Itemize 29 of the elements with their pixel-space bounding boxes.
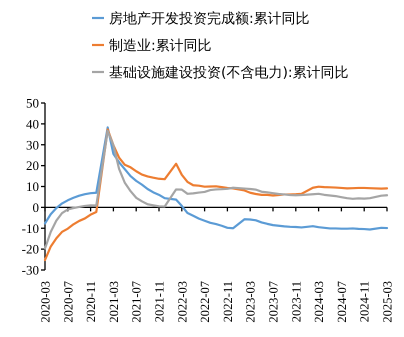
y-tick-label: 10	[26, 179, 39, 194]
y-tick-label: -10	[22, 220, 39, 236]
y-tick-label: 0	[32, 200, 39, 215]
x-tick-label: 2021-07	[130, 281, 144, 323]
x-tick-label: 2023-07	[266, 281, 280, 323]
x-tick-label: 2020-07	[61, 281, 76, 323]
x-tick-label: 2021-03	[106, 281, 121, 323]
legend-label: 房地产开发投资完成额:累计同比	[109, 11, 310, 27]
y-tick-label: 30	[26, 137, 39, 152]
x-tick-label: 2023-11	[289, 281, 304, 322]
y-tick-label: 50	[26, 96, 39, 110]
x-tick-label: 2023-03	[244, 281, 258, 323]
y-tick-label: -30	[22, 262, 39, 278]
x-tick-label: 2022-07	[198, 281, 212, 323]
x-tick-label: 2020-03	[38, 281, 52, 323]
x-tick-label: 2024-07	[334, 281, 349, 323]
x-tick-label: 2025-03	[380, 281, 394, 323]
line-series	[44, 126, 388, 231]
legend-label: 制造业:累计同比	[109, 38, 212, 54]
y-tick-label: 40	[26, 116, 39, 132]
y-tick-label: -20	[22, 242, 39, 257]
y-tick-label: 20	[26, 158, 39, 174]
x-tick-label: 2020-11	[84, 281, 98, 322]
x-tick-label: 2022-11	[220, 281, 235, 322]
x-tick-label: 2021-11	[152, 281, 166, 322]
x-tick-label: 2024-11	[358, 281, 372, 322]
x-tick-label: 2022-03	[175, 281, 190, 323]
x-tick-label: 2024-03	[312, 281, 326, 323]
legend-label: 基础设施建设投资(不含电力):累计同比	[109, 65, 349, 81]
